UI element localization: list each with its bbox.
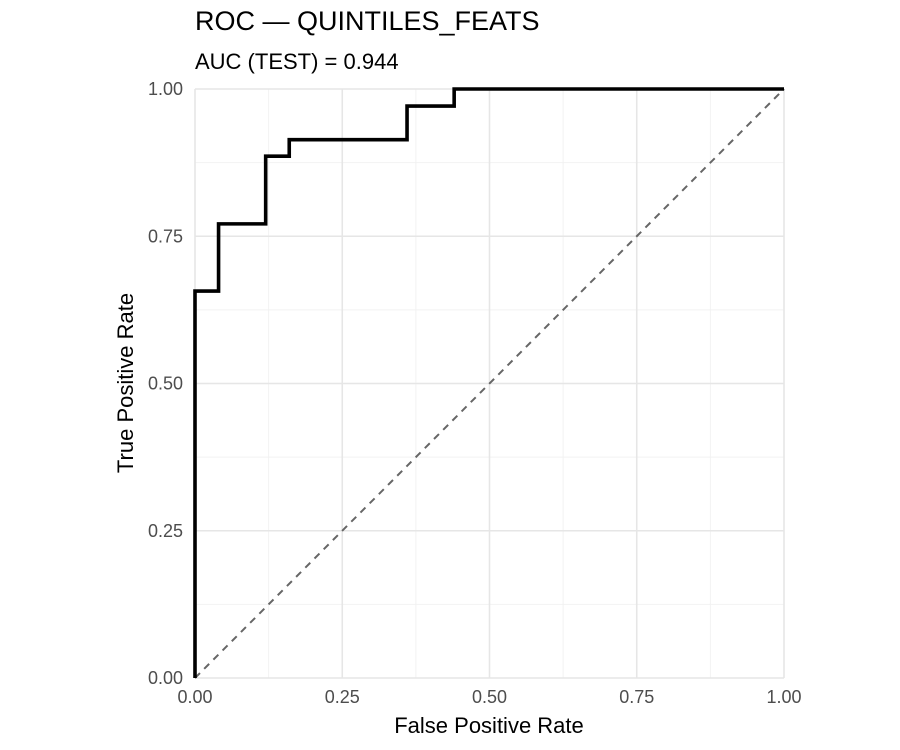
y-tick-label: 0.00 [148, 668, 183, 688]
roc-curve-line [193, 87, 784, 678]
chart-title: ROC — QUINTILES_FEATS [195, 6, 540, 36]
y-tick-label: 0.50 [148, 374, 183, 394]
x-tick-label: 0.00 [177, 687, 212, 707]
chance-diagonal-line [194, 88, 785, 679]
y-tick-label: 1.00 [148, 79, 183, 99]
y-tick-label: 0.25 [148, 521, 183, 541]
x-tick-label: 1.00 [766, 687, 801, 707]
x-axis-label: False Positive Rate [394, 713, 584, 738]
y-axis-label: True Positive Rate [113, 293, 138, 473]
x-tick-label: 0.75 [619, 687, 654, 707]
x-tick-label: 0.25 [325, 687, 360, 707]
x-tick-label: 0.50 [472, 687, 507, 707]
y-tick-label: 0.75 [148, 226, 183, 246]
chart-subtitle: AUC (TEST) = 0.944 [195, 49, 399, 74]
